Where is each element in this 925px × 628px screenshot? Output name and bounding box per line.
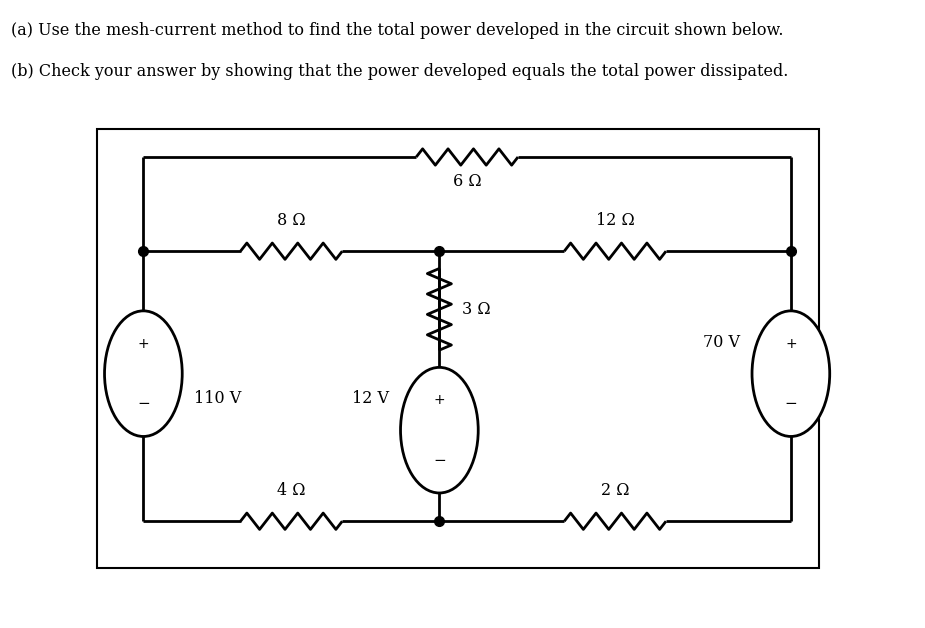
Text: +: + (785, 337, 796, 350)
Text: −: − (433, 453, 446, 468)
Text: (a) Use the mesh-current method to find the total power developed in the circuit: (a) Use the mesh-current method to find … (11, 22, 783, 39)
Text: 2 Ω: 2 Ω (601, 482, 629, 499)
Text: 3 Ω: 3 Ω (462, 301, 491, 318)
Text: 4 Ω: 4 Ω (278, 482, 305, 499)
Ellipse shape (401, 367, 478, 493)
Text: +: + (434, 393, 445, 407)
Text: 6 Ω: 6 Ω (453, 173, 481, 190)
Text: −: − (137, 396, 150, 411)
Text: +: + (138, 337, 149, 350)
Bar (97, 129, 819, 568)
Text: 12 Ω: 12 Ω (596, 212, 635, 229)
Text: −: − (784, 396, 797, 411)
Text: 12 V: 12 V (352, 390, 388, 408)
Text: 70 V: 70 V (703, 333, 740, 351)
Text: 8 Ω: 8 Ω (278, 212, 305, 229)
Text: 110 V: 110 V (194, 390, 241, 408)
Text: (b) Check your answer by showing that the power developed equals the total power: (b) Check your answer by showing that th… (11, 63, 788, 80)
Ellipse shape (752, 311, 830, 436)
Ellipse shape (105, 311, 182, 436)
